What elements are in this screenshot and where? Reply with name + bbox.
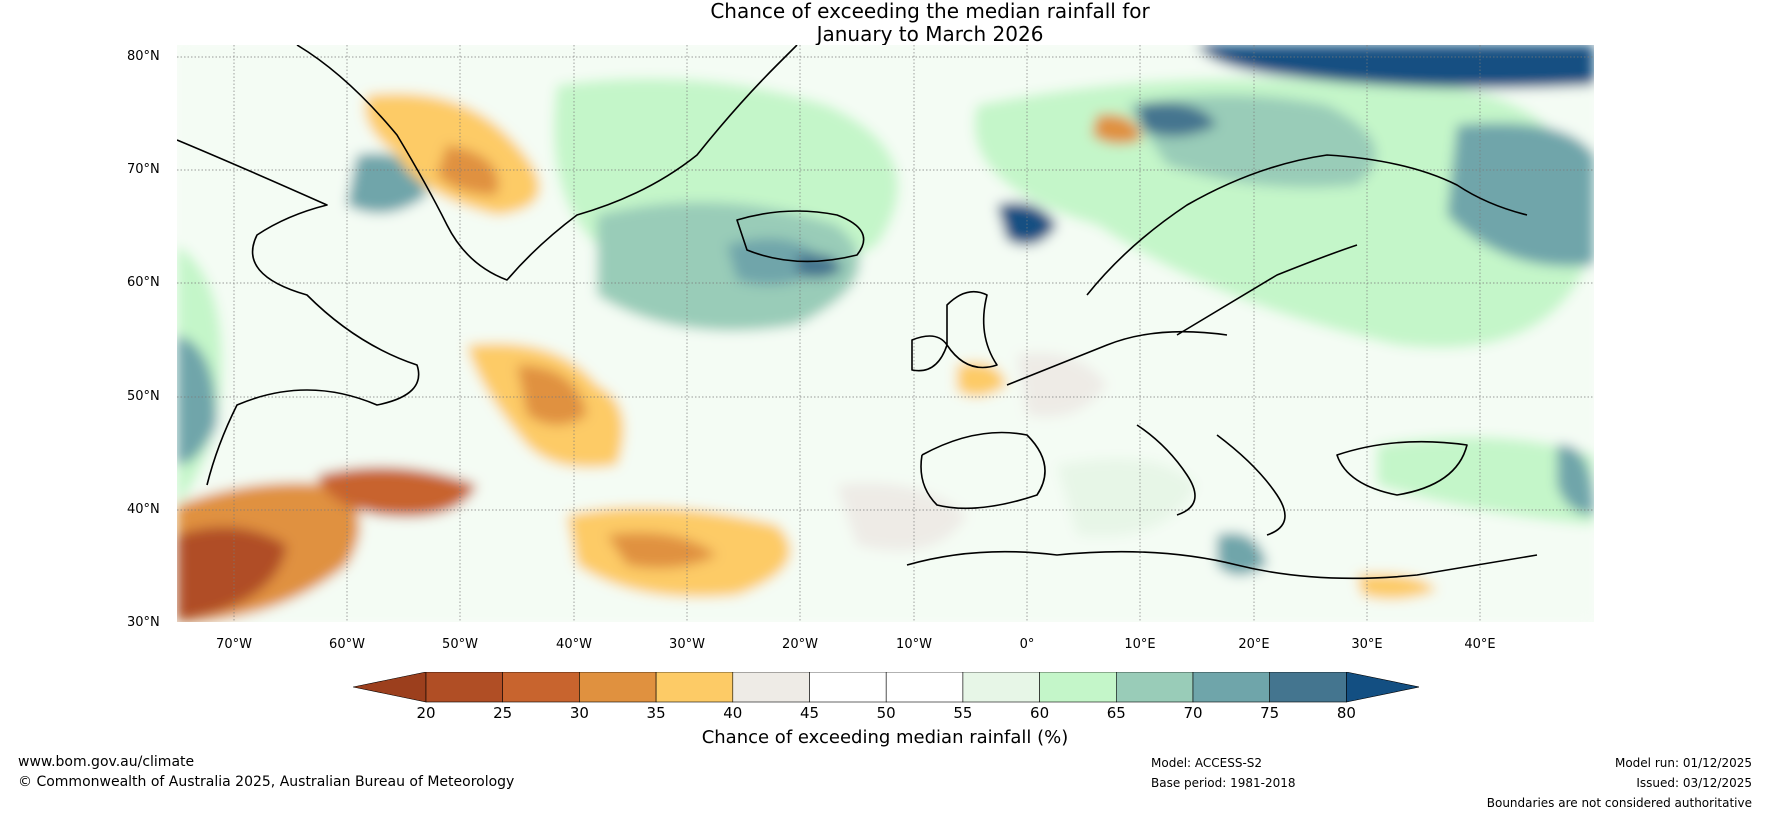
colorbar-tick-label: 25 (493, 704, 513, 722)
colorbar-segment (732, 672, 810, 703)
copyright: © Commonwealth of Australia 2025, Austra… (18, 774, 515, 790)
lat-label: 40°N (127, 502, 160, 517)
colorbar-segment (655, 672, 734, 703)
rainfall-map (177, 45, 1594, 622)
lon-label: 50°W (442, 637, 478, 652)
colorbar-extension-high (1346, 672, 1419, 703)
colorbar-tick-label: 40 (723, 704, 743, 722)
colorbar-segment (885, 672, 964, 703)
lat-label: 50°N (127, 389, 160, 404)
lon-label: 30°E (1351, 637, 1383, 652)
colorbar-extension-low (353, 672, 427, 703)
model-run: Model run: 01/12/2025 (1614, 756, 1752, 770)
colorbar-segment (1039, 672, 1117, 703)
colorbar-tick-label: 35 (646, 704, 666, 722)
colorbar-tick-label: 65 (1106, 704, 1126, 722)
lon-label: 0° (1019, 637, 1035, 652)
colorbar-segment (1115, 672, 1194, 703)
colorbar-tick-label: 80 (1336, 704, 1356, 722)
colorbar-segment (809, 672, 887, 703)
website-link[interactable]: www.bom.gov.au/climate (18, 754, 195, 770)
lat-label: 60°N (127, 275, 160, 290)
colorbar-tick-label: 50 (876, 704, 896, 722)
base-period: Base period: 1981-2018 (1151, 776, 1296, 790)
lon-label: 20°E (1238, 637, 1270, 652)
lon-label: 70°W (216, 637, 252, 652)
colorbar-tick-label: 70 (1183, 704, 1203, 722)
lon-label: 40°E (1464, 637, 1496, 652)
colorbar-segment (425, 672, 503, 703)
lat-label: 80°N (127, 49, 160, 64)
lon-label: 60°W (329, 637, 365, 652)
colorbar (353, 672, 1419, 703)
map-title: Chance of exceeding the median rainfall … (0, 0, 1770, 46)
lon-label: 40°W (556, 637, 592, 652)
probability-field (177, 45, 1594, 622)
coastlines (177, 45, 1538, 580)
model-name: Model: ACCESS-S2 (1151, 756, 1263, 770)
lon-label: 20°W (782, 637, 818, 652)
colorbar-segment (962, 672, 1040, 703)
colorbar-segment (1269, 672, 1347, 703)
colorbar-segment (579, 672, 657, 703)
colorbar-title: Chance of exceeding median rainfall (%) (701, 727, 1069, 748)
disclaimer: Boundaries are not considered authoritat… (1486, 796, 1752, 810)
lon-label: 30°W (669, 637, 705, 652)
title-line-1: Chance of exceeding the median rainfall … (710, 0, 1150, 23)
issued-date: Issued: 03/12/2025 (1636, 776, 1752, 790)
colorbar-tick-label: 75 (1260, 704, 1280, 722)
lon-label: 10°E (1124, 637, 1156, 652)
title-line-2: January to March 2026 (816, 22, 1044, 46)
lat-label: 30°N (127, 615, 160, 630)
colorbar-tick-label: 45 (799, 704, 820, 722)
colorbar-tick-label: 60 (1030, 704, 1050, 722)
colorbar-tick-label: 30 (569, 704, 589, 722)
colorbar-segment (502, 672, 580, 703)
colorbar-segment (1192, 672, 1270, 703)
lon-label: 10°W (896, 637, 932, 652)
graticule (177, 45, 1594, 622)
lat-label: 70°N (127, 162, 160, 177)
colorbar-tick-label: 55 (953, 704, 973, 722)
colorbar-tick-label: 20 (416, 704, 436, 722)
